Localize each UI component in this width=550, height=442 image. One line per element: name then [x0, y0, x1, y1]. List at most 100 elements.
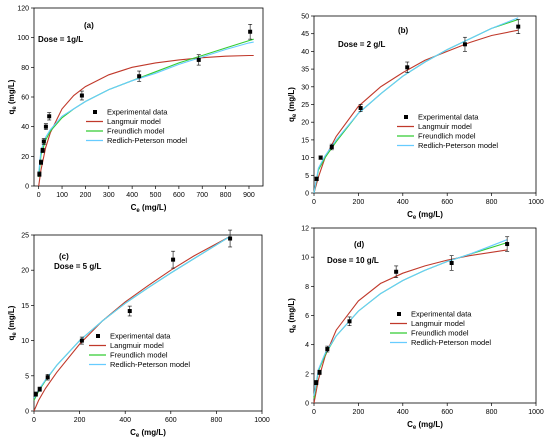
plot-frame: [33, 234, 263, 412]
data-point: [137, 74, 142, 79]
y-tick-label: 10: [301, 255, 309, 262]
data-point: [347, 319, 352, 324]
dose-label: Dose = 5 g/L: [54, 262, 101, 271]
y-tick-label: 25: [301, 102, 309, 109]
data-point: [37, 387, 42, 392]
data-point: [228, 236, 233, 241]
y-tick-label: 15: [301, 137, 309, 144]
y-tick-label: 45: [301, 31, 309, 38]
y-tick-label: 120: [17, 6, 29, 13]
x-tick-label: 700: [196, 192, 208, 199]
data-point: [37, 172, 42, 177]
y-tick-label: 15: [21, 303, 29, 310]
legend-label: Experimental data: [418, 113, 479, 122]
data-point: [358, 106, 363, 111]
data-point: [45, 375, 50, 380]
redlich-peterson-curve: [33, 235, 231, 399]
legend-label: Redlich-Peterson model: [110, 360, 190, 369]
legend-label: Experimental data: [107, 108, 168, 117]
y-tick-label: 12: [301, 226, 309, 233]
legend-label: Freundlich model: [110, 351, 168, 360]
data-point: [449, 261, 454, 265]
data-point: [79, 93, 84, 98]
x-axis-label: Ce (mg/L): [130, 428, 166, 439]
data-point: [325, 347, 330, 352]
y-axis-label: qe (mg/L): [7, 79, 18, 114]
y-tick-label: 8: [305, 284, 309, 291]
data-point: [248, 29, 253, 34]
y-tick-label: 20: [301, 120, 309, 127]
x-tick-label: 400: [126, 192, 138, 199]
redlich-peterson-curve: [313, 239, 508, 396]
data-point: [314, 380, 319, 385]
y-tick-label: 10: [301, 155, 309, 162]
redlich-peterson-curve: [313, 17, 519, 194]
y-tick-label: 40: [301, 49, 309, 56]
data-point: [39, 160, 44, 165]
data-point: [318, 155, 323, 160]
y-tick-label: 0: [25, 409, 29, 416]
x-tick-label: 0: [312, 409, 316, 416]
data-point: [47, 114, 52, 119]
x-tick-label: 600: [441, 199, 453, 206]
panel-label: (d): [354, 240, 365, 249]
x-tick-label: 200: [80, 192, 92, 199]
x-tick-label: 200: [353, 199, 365, 206]
y-tick-label: 80: [21, 65, 29, 72]
x-tick-label: 600: [441, 409, 453, 416]
x-tick-label: 0: [37, 192, 41, 199]
data-point: [171, 257, 176, 262]
data-point: [43, 124, 48, 129]
x-tick-label: 400: [397, 409, 409, 416]
x-tick-label: 0: [312, 199, 316, 206]
y-tick-label: 100: [17, 35, 29, 42]
panel-c-chart: 0 200 400 600 800 1000 0 5 10 15 20 25 Ce (mg/L) qe (…: [7, 229, 270, 439]
panel-label: (c): [59, 252, 69, 261]
data-point: [329, 144, 334, 149]
legend-label: Freundlich model: [107, 127, 165, 136]
data-point: [505, 242, 510, 247]
x-tick-label: 200: [353, 409, 365, 416]
data-point: [394, 269, 399, 274]
data-point: [516, 24, 521, 29]
legend-label: Experimental data: [411, 310, 472, 319]
legend-label: Langmuir model: [411, 319, 465, 328]
panel-d-chart: 0 200 400 600 800 1000 0 2 4 6 8 10 12 Ce (mg/L) qe (m…: [287, 226, 544, 432]
data-point: [317, 370, 322, 375]
x-tick-label: 1000: [528, 409, 544, 416]
y-tick-label: 5: [25, 373, 29, 380]
x-tick-label: 800: [220, 192, 232, 199]
legend-label: Experimental data: [110, 332, 171, 341]
y-tick-label: 50: [301, 14, 309, 21]
data-point: [314, 176, 319, 181]
langmuir-curve: [38, 54, 254, 187]
y-tick-label: 4: [305, 342, 309, 349]
x-tick-label: 900: [243, 192, 255, 199]
freundlich-curve: [33, 235, 231, 401]
y-tick-label: 0: [25, 184, 29, 191]
x-tick-label: 1000: [254, 417, 270, 424]
redlich-peterson-curve: [38, 41, 254, 173]
y-tick-label: 25: [21, 233, 29, 240]
dose-label: Dose = 1g/L: [38, 35, 83, 44]
legend-label: Redlich-Peterson model: [411, 338, 491, 347]
y-tick-label: 2: [305, 371, 309, 378]
langmuir-curve: [313, 29, 519, 194]
legend-label: Freundlich model: [418, 132, 476, 141]
panel-label: (b): [398, 26, 409, 35]
legend-label: Freundlich model: [411, 329, 469, 338]
x-tick-label: 100: [56, 192, 68, 199]
legend-label: Redlich-Peterson model: [107, 136, 187, 145]
x-axis-label: Ce (mg/L): [131, 203, 167, 214]
panel-b-chart: 0 200 400 600 800 1000 0 5 10 15 20 25 30 35 40 45 50 Ce …: [287, 14, 544, 222]
legend-label: Langmuir model: [418, 122, 472, 131]
y-axis-label: qe (mg/L): [287, 87, 298, 122]
x-tick-label: 300: [103, 192, 115, 199]
data-point: [196, 57, 201, 62]
y-tick-label: 0: [305, 191, 309, 198]
data-point: [462, 42, 467, 47]
